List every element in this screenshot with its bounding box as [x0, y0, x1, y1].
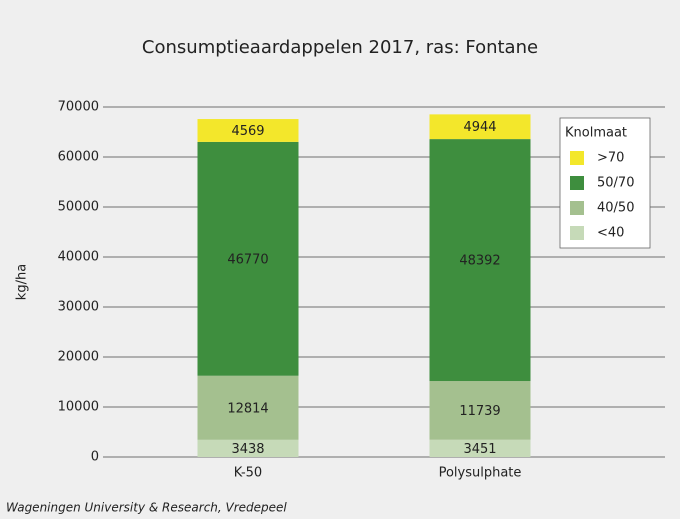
bar-segment [429, 139, 531, 382]
y-tick-label: 60000 [58, 150, 99, 165]
data-label: 11739 [459, 404, 500, 419]
data-label: 12814 [227, 401, 268, 416]
y-tick-label: 50000 [58, 200, 99, 215]
legend-swatch [570, 176, 584, 190]
legend-label: 40/50 [597, 201, 634, 216]
bar-segment [197, 439, 299, 457]
y-tick-label: 30000 [58, 300, 99, 315]
y-tick-label: 70000 [58, 100, 99, 115]
data-label: 3451 [463, 442, 496, 457]
legend-title: Knolmaat [565, 126, 627, 141]
bar-segment [197, 375, 299, 440]
y-tick-label: 0 [91, 450, 99, 465]
data-label: 46770 [227, 252, 268, 267]
data-label: 3438 [231, 442, 264, 457]
bar-segment [429, 381, 531, 440]
x-tick-label: Polysulphate [439, 466, 522, 481]
legend-label: <40 [597, 226, 624, 241]
legend-label: >70 [597, 151, 624, 166]
chart-title: Consumptieaardappelen 2017, ras: Fontane [142, 37, 538, 58]
legend-label: 50/70 [597, 176, 634, 191]
y-tick-label: 10000 [58, 400, 99, 415]
source: Wageningen University & Research, Vredep… [6, 501, 287, 515]
bar-segment [429, 439, 531, 457]
bar-segment [429, 114, 531, 140]
data-label: 48392 [459, 254, 500, 269]
legend-swatch [570, 226, 584, 240]
x-tick-label: K-50 [234, 466, 262, 481]
legend-swatch [570, 201, 584, 215]
data-label: 4569 [231, 124, 264, 139]
y-tick-label: 40000 [58, 250, 99, 265]
bar-segment [197, 141, 299, 376]
y-axis-label: kg/ha [15, 264, 30, 300]
data-label: 4944 [463, 120, 496, 135]
legend-swatch [570, 151, 584, 165]
y-tick-label: 20000 [58, 350, 99, 365]
bar-segment [197, 119, 299, 142]
